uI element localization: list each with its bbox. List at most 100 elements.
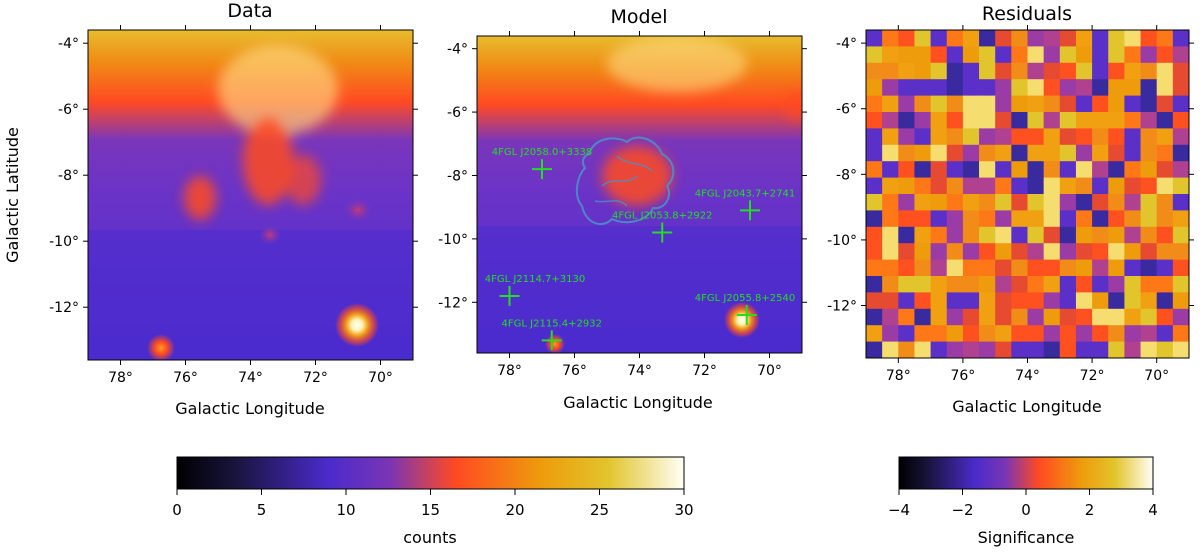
- residual-cell: [866, 210, 883, 227]
- residual-cell: [1011, 30, 1028, 47]
- residual-cell: [995, 112, 1012, 129]
- residual-cell: [1076, 63, 1093, 80]
- residual-cell: [931, 342, 948, 359]
- residual-cell: [1141, 112, 1158, 129]
- residual-cell: [979, 46, 996, 63]
- residual-cell: [931, 178, 948, 195]
- residual-cell: [947, 309, 964, 326]
- y-tick-label: -6°: [447, 105, 468, 121]
- residual-cell: [947, 145, 964, 162]
- y-tick-label: -12°: [438, 295, 468, 311]
- residual-cell: [1076, 161, 1093, 178]
- residual-cell: [1044, 145, 1061, 162]
- residual-cell: [1076, 227, 1093, 244]
- residual-cell: [1092, 342, 1109, 359]
- residual-cell: [995, 96, 1012, 113]
- residual-cell: [1076, 112, 1093, 129]
- residual-cell: [979, 227, 996, 244]
- panel-residuals: [866, 30, 1190, 359]
- residual-cell: [947, 63, 964, 80]
- residual-cell: [947, 161, 964, 178]
- x-tick-label: 78°: [497, 363, 522, 379]
- y-tick-label: -8°: [58, 168, 79, 184]
- residual-cell: [931, 63, 948, 80]
- residual-cell: [898, 194, 915, 211]
- residual-cell: [1044, 63, 1061, 80]
- residual-cell: [931, 276, 948, 293]
- residual-cell: [1124, 128, 1141, 145]
- residual-cell: [963, 112, 980, 129]
- residual-cell: [1108, 145, 1125, 162]
- residual-cell: [1141, 96, 1158, 113]
- residual-cell: [1011, 325, 1028, 342]
- xlabel-residuals: Galactic Longitude: [952, 397, 1101, 416]
- residual-cell: [914, 276, 931, 293]
- residual-cell: [1060, 178, 1077, 195]
- residual-cell: [1044, 128, 1061, 145]
- residual-cell: [866, 128, 883, 145]
- residual-cell: [1092, 227, 1109, 244]
- residual-cell: [979, 128, 996, 145]
- residual-cell: [995, 63, 1012, 80]
- residual-cell: [866, 243, 883, 260]
- residual-cell: [1141, 63, 1158, 80]
- residual-cell: [995, 309, 1012, 326]
- residual-cell: [1011, 276, 1028, 293]
- residual-cell: [1044, 161, 1061, 178]
- residual-cell: [914, 210, 931, 227]
- residual-cell: [1028, 128, 1045, 145]
- residual-cell: [1157, 309, 1174, 326]
- residual-cell: [882, 178, 899, 195]
- residual-cell: [882, 210, 899, 227]
- residual-cell: [1141, 128, 1158, 145]
- residual-cell: [898, 276, 915, 293]
- residual-cell: [1011, 342, 1028, 359]
- residual-cell: [947, 30, 964, 47]
- residual-cell: [914, 309, 931, 326]
- residual-cell: [1092, 178, 1109, 195]
- title-model: Model: [610, 6, 667, 28]
- residual-cell: [882, 145, 899, 162]
- residual-cell: [866, 46, 883, 63]
- residual-cell: [1157, 194, 1174, 211]
- residual-cell: [898, 243, 915, 260]
- residual-cell: [947, 276, 964, 293]
- residual-cell: [1060, 96, 1077, 113]
- residual-cell: [1028, 325, 1045, 342]
- y-tick-label: -10°: [438, 232, 468, 248]
- residual-cell: [1044, 96, 1061, 113]
- colorbar-tick-label: 25: [590, 501, 609, 519]
- residual-cell: [1108, 243, 1125, 260]
- residual-cell: [914, 227, 931, 244]
- residual-cell: [898, 96, 915, 113]
- residual-cell: [1076, 194, 1093, 211]
- residual-cell: [995, 276, 1012, 293]
- residual-cell: [1157, 260, 1174, 277]
- residual-cell: [931, 128, 948, 145]
- residual-cell: [931, 145, 948, 162]
- residual-cell: [866, 112, 883, 129]
- colorbar-tick-label: 4: [1148, 501, 1158, 519]
- colorbar-tick-label: 5: [257, 501, 267, 519]
- residual-cell: [963, 227, 980, 244]
- colorbar-tick-label: 2: [1085, 501, 1095, 519]
- residual-cell: [1092, 79, 1109, 96]
- residual-cell: [1141, 30, 1158, 47]
- residual-cell: [1092, 145, 1109, 162]
- residual-cell: [1060, 79, 1077, 96]
- residual-cell: [963, 128, 980, 145]
- residual-cell: [882, 276, 899, 293]
- residual-cell: [898, 79, 915, 96]
- colorbar-tick-label: 30: [674, 501, 693, 519]
- residual-cell: [931, 112, 948, 129]
- residual-cell: [1011, 243, 1028, 260]
- residual-cell: [914, 194, 931, 211]
- residual-cell: [1060, 292, 1077, 309]
- residual-cell: [1173, 309, 1190, 326]
- residual-cell: [1108, 194, 1125, 211]
- source-label: 4FGL J2043.7+2741: [695, 188, 795, 199]
- residual-cell: [1141, 325, 1158, 342]
- y-tick-label: -8°: [447, 168, 468, 184]
- residual-cell: [914, 46, 931, 63]
- residual-cell: [1124, 46, 1141, 63]
